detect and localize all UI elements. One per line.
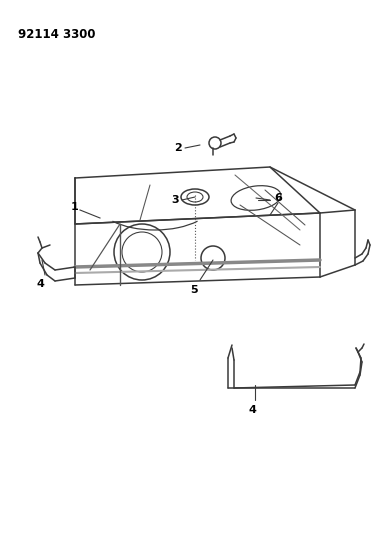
Text: 2: 2: [174, 143, 182, 153]
Text: 4: 4: [36, 279, 44, 289]
Text: 4: 4: [248, 405, 256, 415]
Text: 3: 3: [171, 195, 179, 205]
Text: 92114 3300: 92114 3300: [18, 28, 96, 41]
Text: 1: 1: [71, 202, 79, 212]
Text: 5: 5: [190, 285, 198, 295]
Text: 6: 6: [274, 193, 282, 203]
